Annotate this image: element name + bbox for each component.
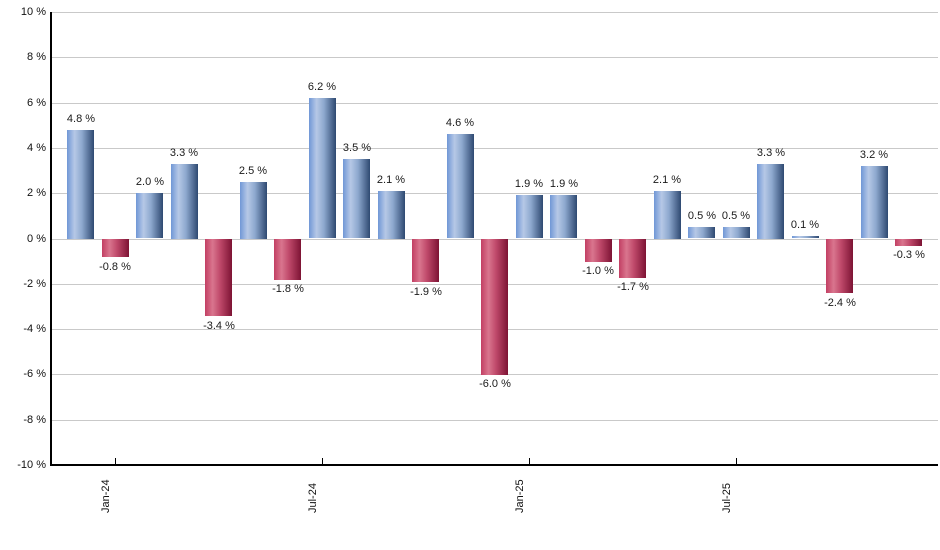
bar-value-label: 1.9 %	[549, 178, 579, 190]
bar-value-label: 4.8 %	[66, 113, 96, 125]
y-axis-tick-label: 4 %	[27, 142, 46, 154]
bar-value-label: 2.1 %	[376, 174, 406, 186]
y-axis-tick-label: 2 %	[27, 187, 46, 199]
bar-positive	[309, 98, 336, 238]
bar-positive	[654, 191, 681, 239]
bar-negative	[585, 239, 612, 262]
bar-negative	[826, 239, 853, 293]
bar-positive	[550, 195, 577, 238]
x-axis-tick-label: Jan-25	[514, 479, 526, 513]
bar-positive	[688, 227, 715, 238]
y-axis-tick-label: 10 %	[20, 6, 46, 18]
bar-value-label: 3.3 %	[756, 147, 786, 159]
bar-value-label: 3.3 %	[169, 147, 199, 159]
bar-positive	[378, 191, 405, 239]
x-axis-tick	[322, 458, 323, 464]
bar-value-label: 2.5 %	[238, 165, 268, 177]
bar-positive	[723, 227, 750, 238]
x-axis-tick	[736, 458, 737, 464]
y-axis-tick-label: -8 %	[23, 414, 46, 426]
bar-value-label: 1.9 %	[514, 178, 544, 190]
y-axis-tick-label: 8 %	[27, 51, 46, 63]
bar-positive	[171, 164, 198, 239]
x-axis-tick	[115, 458, 116, 464]
gridline	[52, 148, 938, 149]
bar-value-label: -0.8 %	[99, 261, 131, 273]
bar-positive	[343, 159, 370, 238]
bar-value-label: 3.2 %	[859, 149, 889, 161]
y-axis-line	[50, 12, 52, 466]
y-axis-tick-label: -6 %	[23, 368, 46, 380]
bar-value-label: -0.3 %	[893, 249, 925, 261]
bar-positive	[516, 195, 543, 238]
x-axis-line	[50, 464, 938, 466]
bar-negative	[895, 239, 922, 246]
bar-positive	[67, 130, 94, 239]
bar-positive	[447, 134, 474, 238]
bar-value-label: 3.5 %	[342, 142, 372, 154]
bar-value-label: -1.7 %	[617, 281, 649, 293]
x-axis-tick-label: Jul-24	[307, 483, 319, 513]
gridline	[52, 103, 938, 104]
gridline	[52, 12, 938, 13]
gridline	[52, 57, 938, 58]
x-axis-tick-label: Jan-24	[100, 479, 112, 513]
bar-value-label: -1.8 %	[272, 283, 304, 295]
bar-value-label: -6.0 %	[479, 378, 511, 390]
bar-positive	[792, 236, 819, 238]
bar-value-label: 0.1 %	[790, 219, 820, 231]
x-axis-tick-label: Jul-25	[721, 483, 733, 513]
bar-value-label: -2.4 %	[824, 297, 856, 309]
bar-value-label: -3.4 %	[203, 320, 235, 332]
bar-negative	[619, 239, 646, 278]
bar-positive	[136, 193, 163, 238]
y-axis-tick-label: 6 %	[27, 97, 46, 109]
bar-value-label: 0.5 %	[721, 210, 751, 222]
bar-negative	[412, 239, 439, 282]
bar-value-label: -1.0 %	[582, 265, 614, 277]
bar-value-label: -1.9 %	[410, 286, 442, 298]
bar-negative	[481, 239, 508, 375]
y-axis-tick-label: -4 %	[23, 323, 46, 335]
x-axis-tick	[529, 458, 530, 464]
y-axis-tick-label: -2 %	[23, 278, 46, 290]
bar-value-label: 2.0 %	[135, 176, 165, 188]
bar-negative	[205, 239, 232, 316]
y-axis-tick-label: -10 %	[17, 459, 46, 471]
bar-value-label: 4.6 %	[445, 117, 475, 129]
bar-positive	[240, 182, 267, 239]
bar-negative	[102, 239, 129, 257]
bar-value-label: 0.5 %	[687, 210, 717, 222]
bar-negative	[274, 239, 301, 280]
bar-value-label: 2.1 %	[652, 174, 682, 186]
gridline	[52, 193, 938, 194]
bar-positive	[757, 164, 784, 239]
y-axis-tick-label: 0 %	[27, 233, 46, 245]
bar-value-label: 6.2 %	[307, 81, 337, 93]
gridline	[52, 420, 938, 421]
bar-positive	[861, 166, 888, 238]
